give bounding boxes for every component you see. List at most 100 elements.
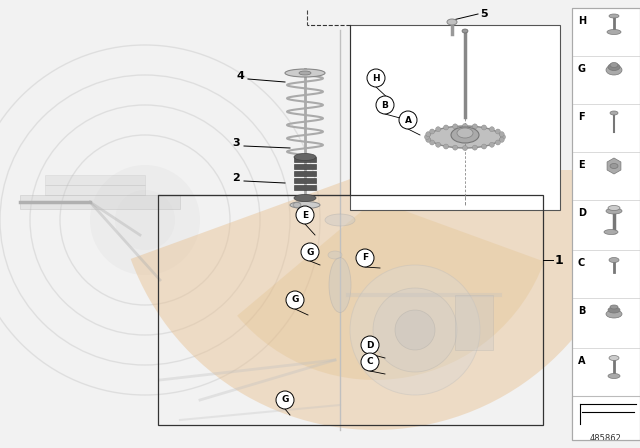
Ellipse shape [609, 258, 619, 263]
Circle shape [481, 144, 486, 149]
Circle shape [490, 127, 494, 132]
Wedge shape [237, 200, 544, 380]
Circle shape [301, 243, 319, 261]
Text: C: C [578, 258, 585, 268]
Ellipse shape [606, 208, 622, 214]
Circle shape [426, 138, 431, 142]
Text: B: B [381, 100, 388, 109]
Text: 2: 2 [232, 173, 240, 183]
Text: 4: 4 [236, 71, 244, 81]
Circle shape [426, 132, 431, 137]
Circle shape [499, 132, 504, 137]
Ellipse shape [606, 310, 622, 318]
Circle shape [395, 310, 435, 350]
Text: 1: 1 [555, 254, 564, 267]
Bar [158, 195, 543, 425]
Ellipse shape [462, 29, 468, 33]
Wedge shape [131, 170, 635, 430]
Circle shape [481, 125, 486, 130]
Bar [455, 295, 493, 350]
Bar [294, 178, 316, 183]
Bar [20, 195, 180, 209]
Ellipse shape [451, 127, 479, 143]
Ellipse shape [299, 71, 311, 75]
Circle shape [296, 206, 314, 224]
Circle shape [286, 291, 304, 309]
Bar [45, 185, 145, 195]
Bar [572, 8, 640, 440]
Text: G: G [282, 396, 289, 405]
Ellipse shape [610, 164, 618, 168]
Text: 5: 5 [480, 9, 488, 19]
Circle shape [90, 165, 200, 275]
Circle shape [490, 142, 494, 147]
Text: H: H [372, 73, 380, 82]
Ellipse shape [294, 194, 316, 202]
Circle shape [436, 127, 440, 132]
Circle shape [452, 145, 458, 150]
Text: 485862: 485862 [590, 434, 622, 443]
Ellipse shape [608, 64, 620, 70]
Text: F: F [362, 254, 368, 263]
Circle shape [499, 138, 504, 142]
Circle shape [463, 146, 467, 151]
Text: F: F [578, 112, 584, 122]
Ellipse shape [447, 19, 457, 25]
Text: G: G [307, 247, 314, 257]
Text: A: A [578, 356, 586, 366]
Ellipse shape [293, 202, 301, 207]
Ellipse shape [610, 63, 618, 68]
Ellipse shape [609, 14, 619, 18]
Text: A: A [404, 116, 412, 125]
Text: E: E [578, 160, 584, 170]
Ellipse shape [328, 251, 342, 259]
Circle shape [361, 353, 379, 371]
Circle shape [429, 129, 435, 134]
Text: D: D [366, 340, 374, 349]
Circle shape [399, 111, 417, 129]
Ellipse shape [325, 214, 355, 226]
Ellipse shape [608, 206, 620, 211]
Text: 3: 3 [232, 138, 240, 148]
Circle shape [373, 288, 457, 372]
Bar [350, 25, 560, 210]
Bar [572, 396, 640, 440]
Circle shape [472, 124, 477, 129]
Ellipse shape [609, 356, 619, 361]
Ellipse shape [329, 258, 351, 313]
Text: B: B [578, 306, 586, 316]
Circle shape [350, 265, 480, 395]
Circle shape [495, 140, 500, 145]
Circle shape [444, 144, 449, 149]
Circle shape [444, 125, 449, 130]
Circle shape [495, 129, 500, 134]
Circle shape [463, 124, 467, 129]
Circle shape [452, 124, 458, 129]
Ellipse shape [290, 202, 320, 208]
Bar [294, 185, 316, 190]
Ellipse shape [285, 69, 325, 77]
Text: G: G [578, 64, 586, 74]
Text: H: H [578, 16, 586, 26]
Ellipse shape [604, 229, 618, 234]
Circle shape [361, 336, 379, 354]
Circle shape [472, 145, 477, 150]
Ellipse shape [610, 305, 618, 309]
Text: C: C [367, 358, 373, 366]
Ellipse shape [606, 65, 622, 75]
Bar [294, 157, 316, 162]
Ellipse shape [610, 111, 618, 115]
Circle shape [424, 134, 429, 139]
Circle shape [500, 134, 506, 139]
Text: G: G [291, 296, 299, 305]
Ellipse shape [608, 374, 620, 379]
Circle shape [429, 140, 435, 145]
Text: D: D [578, 208, 586, 218]
Circle shape [436, 142, 440, 147]
Circle shape [276, 391, 294, 409]
Ellipse shape [608, 307, 620, 313]
Bar [45, 175, 145, 185]
Circle shape [115, 190, 175, 250]
Circle shape [367, 69, 385, 87]
Text: E: E [302, 211, 308, 220]
